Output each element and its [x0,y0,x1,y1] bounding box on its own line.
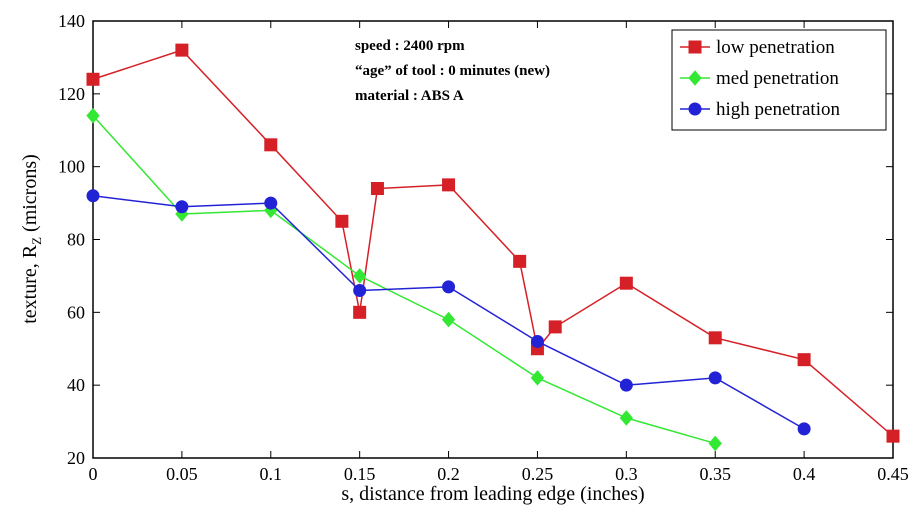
data-point-high-penetration [530,334,544,348]
data-point-med-penetration [353,268,367,284]
y-tick-label: 60 [67,302,85,322]
y-axis-label-units: (microns) [19,154,41,237]
data-point-high-penetration [619,378,633,392]
x-tick-label: 0.45 [877,464,909,484]
series-line-med-penetration [92,115,716,445]
legend-marker-med-penetration [688,70,702,86]
y-tick-label: 20 [67,448,85,468]
y-axis-label-main: texture, R [19,244,41,324]
legend: low penetration med penetration high penet… [671,29,887,131]
x-axis-ticks: 0 0.05 0.1 0.15 0.2 0.25 0.3 0.35 0.4 0.45 [89,21,909,484]
x-tick-label: 0 [89,464,98,484]
x-tick-label: 0.1 [260,464,283,484]
x-tick-label: 0.2 [437,464,460,484]
y-axis-label: texture, RZ (microns) [19,154,44,324]
data-point-low-penetration [264,138,278,152]
legend-label-low-penetration: low penetration [716,37,835,58]
data-point-med-penetration [86,107,100,124]
x-tick-label: 0.35 [699,464,731,484]
series-group [86,43,900,452]
annotation-material: material : ABS A [355,88,464,104]
y-tick-label: 100 [58,157,85,177]
data-point-med-penetration [530,370,545,386]
data-point-low-penetration [370,182,384,196]
annotation-block: speed : 2400 rpm “age” of tool : 0 minut… [355,38,550,104]
data-point-low-penetration [353,305,367,319]
data-point-med-penetration [708,435,722,452]
x-tick-label: 0.15 [344,464,376,484]
data-point-low-penetration [708,331,722,345]
x-tick-label: 0.05 [166,464,198,484]
data-point-low-penetration [442,178,456,192]
annotation-speed: speed : 2400 rpm [355,38,465,54]
y-axis-ticks: 20 40 60 80 100 120 140 [58,11,893,468]
y-axis-label-subscript: Z [29,237,44,245]
data-point-low-penetration [886,429,900,443]
data-point-low-penetration [548,320,562,334]
x-tick-label: 0.25 [522,464,554,484]
data-point-high-penetration [264,196,278,210]
data-point-low-penetration [513,254,527,268]
data-point-low-penetration [335,214,349,228]
x-tick-label: 0.3 [615,464,638,484]
data-point-low-penetration [619,276,633,290]
data-point-low-penetration [797,353,811,367]
annotation-tool-age: “age” of tool : 0 minutes (new) [355,63,550,79]
series-line-low-penetration [92,49,894,437]
legend-marker-high-penetration [688,102,702,116]
legend-label-high-penetration: high penetration [716,99,840,120]
data-point-high-penetration [442,280,456,294]
data-point-high-penetration [797,422,811,436]
data-point-high-penetration [708,371,722,385]
legend-marker-low-penetration [688,40,702,54]
x-axis-label: s, distance from leading edge (inches) [341,483,644,505]
data-point-med-penetration [441,311,456,328]
data-point-med-penetration [619,410,633,426]
data-point-high-penetration [175,200,189,214]
data-point-high-penetration [86,189,100,203]
y-tick-label: 140 [58,11,85,31]
y-tick-label: 80 [67,230,85,250]
data-point-low-penetration [175,43,189,57]
y-tick-label: 120 [58,84,85,104]
data-point-high-penetration [353,283,367,297]
legend-label-med-penetration: med penetration [716,68,839,89]
data-point-low-penetration [86,72,100,86]
x-tick-label: 0.4 [793,464,816,484]
y-tick-label: 40 [67,375,85,395]
